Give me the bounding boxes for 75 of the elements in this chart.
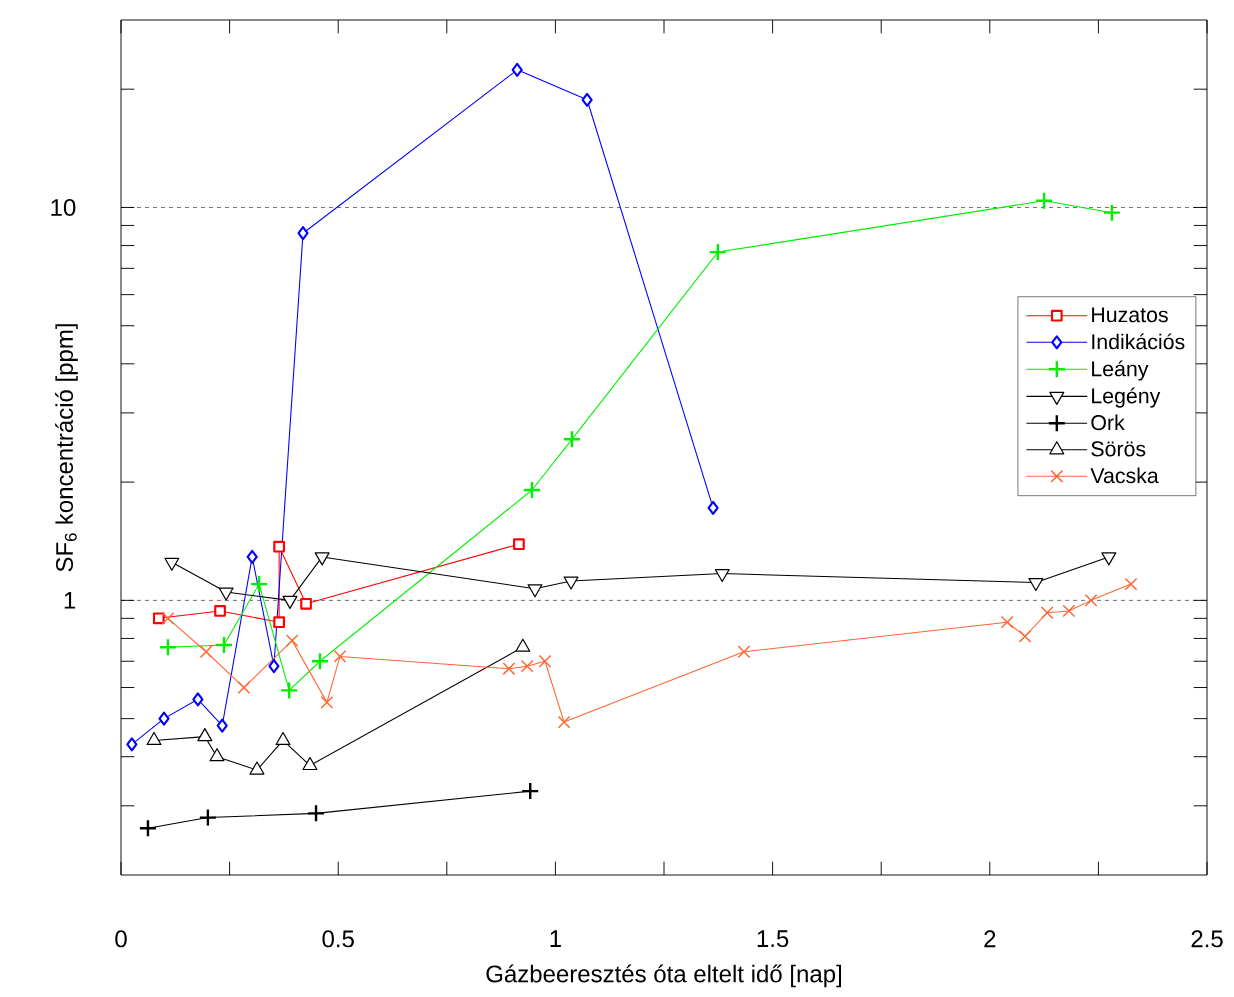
point: [273, 540, 285, 553]
point: [249, 761, 265, 775]
legend-label: Huzatos: [1092, 307, 1168, 323]
point: [1000, 615, 1014, 629]
point: [522, 480, 542, 500]
point: [513, 538, 525, 551]
legend-label: Legény: [1092, 387, 1161, 408]
point: [1040, 606, 1054, 620]
point: [520, 659, 534, 673]
point: [581, 92, 593, 107]
point: [1028, 577, 1044, 592]
point: [297, 226, 309, 241]
point: [218, 587, 234, 601]
legend-label: Indikációs: [1092, 333, 1185, 350]
point: [199, 645, 213, 659]
point: [502, 662, 516, 676]
point: [1062, 604, 1076, 618]
y-axis-title: SF$_{6}$ koncentráció [ppm]: [55, 324, 78, 572]
point: [1034, 191, 1054, 210]
point: [216, 718, 228, 733]
y-tick-label: 10: [51, 198, 76, 216]
point: [333, 650, 347, 663]
legend-label: Vacska: [1090, 467, 1159, 484]
point: [1102, 203, 1122, 222]
point: [1084, 593, 1098, 607]
x-tick-label: 0.5: [322, 930, 354, 948]
point: [563, 576, 579, 590]
point: [306, 804, 326, 823]
point: [214, 605, 226, 617]
point: [1018, 629, 1032, 643]
point: [300, 597, 312, 610]
point: [562, 430, 582, 449]
point: [198, 808, 218, 827]
x-tick-label: 1: [550, 930, 561, 947]
x-axis-title: Gázbeeresztés óta eltelt idő [nap]: [486, 964, 842, 988]
x-tick-label: 0: [115, 930, 127, 948]
legend-label: Leány: [1092, 360, 1149, 381]
point: [197, 728, 213, 742]
point: [557, 715, 571, 729]
point: [246, 549, 258, 564]
point: [237, 681, 251, 694]
point: [282, 595, 298, 609]
point: [521, 781, 540, 801]
point: [708, 242, 728, 262]
point: [161, 611, 175, 625]
point: [737, 645, 751, 659]
x-tick-label: 2.5: [1191, 930, 1223, 948]
point: [1124, 577, 1138, 591]
x-tick-label: 2: [984, 930, 996, 948]
point: [275, 731, 291, 746]
point: [158, 638, 178, 657]
point: [126, 737, 138, 752]
point: [511, 62, 523, 77]
point: [714, 568, 730, 583]
point: [310, 652, 330, 671]
point: [209, 748, 225, 762]
point: [273, 616, 285, 629]
point: [214, 635, 234, 655]
point: [152, 612, 165, 625]
point: [158, 711, 170, 726]
point: [279, 681, 299, 700]
point: [146, 731, 162, 746]
point: [285, 634, 299, 648]
point: [268, 659, 280, 674]
x-tick-label: 1.5: [757, 930, 789, 948]
legend-label: Ork: [1091, 414, 1125, 431]
point: [192, 692, 204, 707]
point: [538, 654, 552, 668]
point: [249, 574, 269, 594]
legend-label: Sörös: [1091, 441, 1146, 457]
point: [302, 756, 318, 771]
point: [164, 557, 180, 571]
point: [320, 695, 334, 709]
point: [707, 500, 719, 515]
point: [138, 819, 158, 838]
